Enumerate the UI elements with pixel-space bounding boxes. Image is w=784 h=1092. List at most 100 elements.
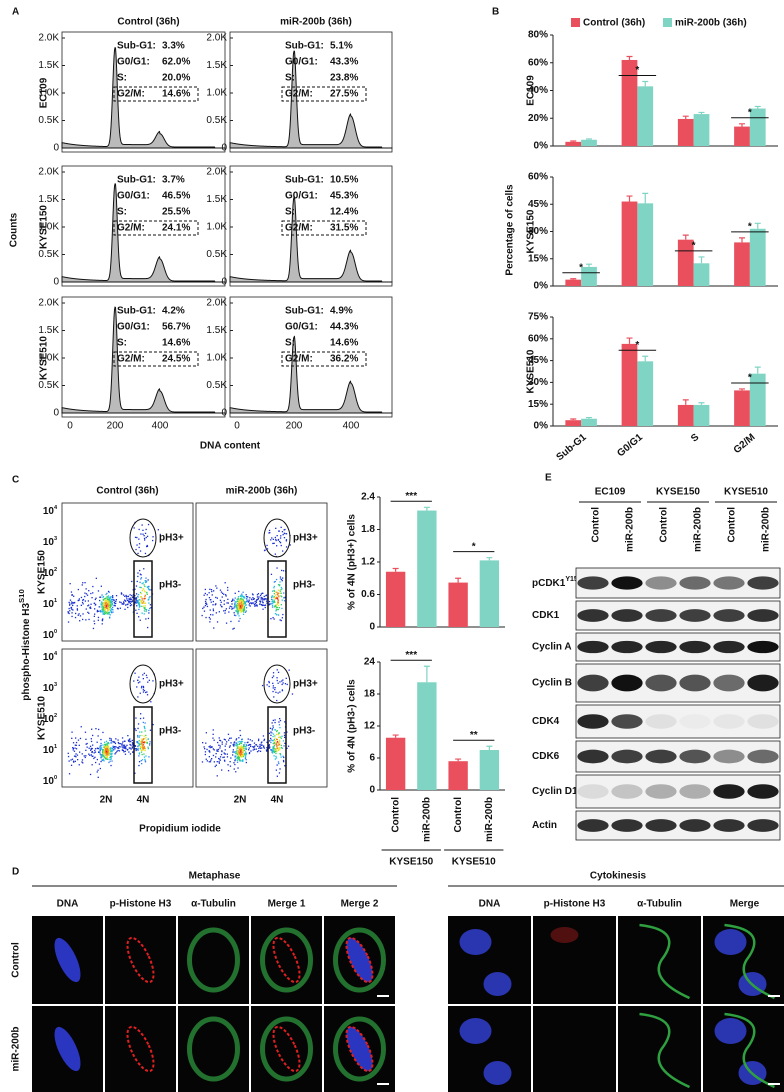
event-dot xyxy=(77,759,79,761)
event-dot xyxy=(135,548,137,551)
event-dot xyxy=(105,756,108,758)
event-dot xyxy=(146,535,149,537)
event-dot xyxy=(256,751,259,753)
event-dot xyxy=(223,756,225,758)
event-dot xyxy=(261,747,263,749)
y-tick-label-main: 10 xyxy=(43,537,55,548)
event-dot xyxy=(272,742,274,745)
event-dot xyxy=(270,539,272,541)
event-dot xyxy=(275,598,277,600)
event-dot xyxy=(132,751,134,753)
event-dot xyxy=(239,759,241,762)
midbody xyxy=(639,923,691,1000)
event-dot xyxy=(94,613,96,615)
event-dot xyxy=(109,737,111,739)
event-dot xyxy=(274,687,276,689)
event-dot xyxy=(276,608,278,611)
stat-value: 27.5% xyxy=(330,89,358,100)
event-dot xyxy=(80,596,83,599)
event-dot xyxy=(100,596,102,598)
event-dot xyxy=(119,607,121,609)
event-dot xyxy=(111,742,113,744)
stat-name: Sub-G1: xyxy=(285,41,324,52)
event-dot xyxy=(278,732,280,734)
event-dot xyxy=(281,689,283,691)
bar xyxy=(734,242,750,286)
event-dot xyxy=(116,750,118,753)
event-dot xyxy=(78,598,80,600)
event-dot xyxy=(145,741,147,743)
blot-band xyxy=(577,749,609,764)
stat-name: Sub-G1: xyxy=(117,41,156,52)
event-dot xyxy=(99,753,101,755)
bar xyxy=(448,761,468,790)
event-dot xyxy=(237,601,239,603)
event-dot xyxy=(75,737,77,739)
event-dot xyxy=(275,609,277,611)
event-dot xyxy=(123,601,125,603)
event-dot xyxy=(92,755,94,757)
event-dot xyxy=(137,600,139,602)
event-dot xyxy=(208,756,210,758)
event-dot xyxy=(111,604,114,606)
error-bar xyxy=(642,192,649,204)
event-dot xyxy=(266,544,268,547)
event-dot xyxy=(78,599,80,601)
event-dot xyxy=(239,746,241,748)
gate-ph3-pos xyxy=(263,518,291,558)
event-dot xyxy=(268,744,271,746)
blot-band xyxy=(679,749,711,764)
event-dot xyxy=(110,747,112,749)
event-dot xyxy=(147,738,149,740)
x-tick-label: 2N xyxy=(234,795,247,806)
event-dot xyxy=(231,600,234,602)
event-dot xyxy=(273,595,275,598)
stat-value: 14.6% xyxy=(162,338,190,349)
event-dot xyxy=(277,598,279,600)
event-dot xyxy=(282,570,285,572)
event-dot xyxy=(238,743,241,746)
event-dot xyxy=(271,599,274,601)
bar xyxy=(565,420,582,426)
event-dot xyxy=(141,745,144,747)
event-dot xyxy=(89,773,92,776)
event-dot xyxy=(268,532,270,534)
gate-label: pH3+ xyxy=(159,533,184,544)
event-dot xyxy=(130,748,132,750)
event-dot xyxy=(137,736,139,738)
event-dot xyxy=(283,761,285,763)
event-dot xyxy=(240,746,242,748)
event-dot xyxy=(269,727,272,729)
event-dot xyxy=(78,764,80,766)
blot-band xyxy=(747,609,779,622)
stat-name: S: xyxy=(117,338,127,349)
event-dot xyxy=(278,734,280,736)
event-dot xyxy=(143,689,146,692)
y-tick-label: 1.5K xyxy=(38,194,59,205)
event-dot xyxy=(102,750,104,752)
event-dot xyxy=(108,754,110,756)
event-dot xyxy=(141,742,143,744)
event-dot xyxy=(69,599,72,601)
event-dot xyxy=(81,601,84,604)
event-dot xyxy=(279,736,281,738)
event-dot xyxy=(281,569,283,572)
event-dot xyxy=(274,580,276,583)
event-dot xyxy=(141,734,143,737)
y-tick-label: 0 xyxy=(221,143,227,154)
event-dot xyxy=(112,609,114,611)
event-dot xyxy=(142,744,144,746)
event-dot xyxy=(135,593,138,595)
event-dot xyxy=(140,713,142,715)
event-dot xyxy=(112,745,114,747)
event-dot xyxy=(282,679,284,681)
blot-band xyxy=(645,784,677,799)
event-dot xyxy=(106,597,108,600)
event-dot xyxy=(105,754,107,756)
event-dot xyxy=(274,688,276,691)
event-dot xyxy=(206,594,208,596)
column-label: Merge xyxy=(730,899,760,910)
event-dot xyxy=(271,729,273,731)
event-dot xyxy=(235,604,237,606)
event-dot xyxy=(240,608,243,610)
